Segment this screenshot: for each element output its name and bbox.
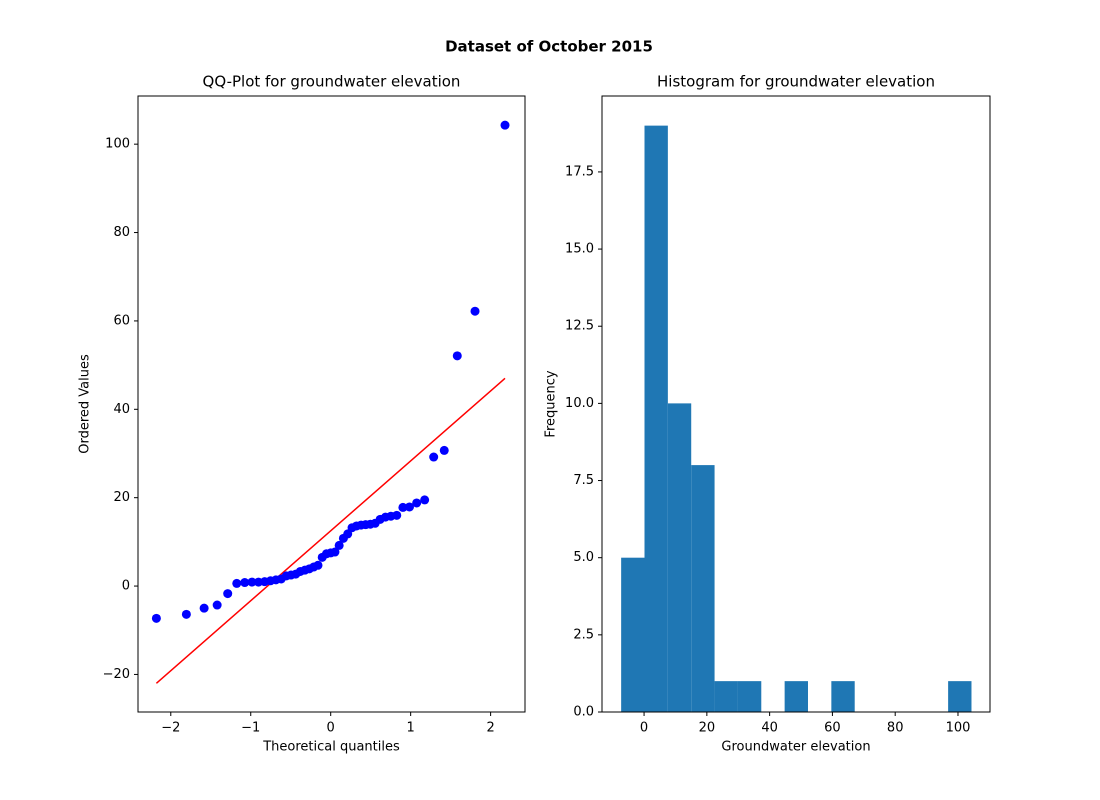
y-tick-label: 10.0 <box>565 396 594 411</box>
x-tick-label: 40 <box>761 721 778 736</box>
x-axis-label: Theoretical quantiles <box>262 740 400 755</box>
x-tick-label: 2 <box>486 721 494 736</box>
point <box>429 452 439 462</box>
axes-frame <box>137 95 526 713</box>
bar <box>621 557 645 712</box>
bar <box>831 681 855 712</box>
y-axis-label: Frequency <box>544 370 559 437</box>
x-tick-label: 20 <box>699 721 716 736</box>
fit-line <box>155 377 506 684</box>
point <box>420 495 430 505</box>
axes-frame <box>601 95 991 713</box>
y-tick-label: 15.0 <box>565 242 594 257</box>
y-tick-label: 20 <box>113 490 130 505</box>
y-tick-label: 60 <box>113 313 130 328</box>
point <box>232 578 242 588</box>
x-tick-label: 1 <box>407 721 415 736</box>
y-tick-label: 80 <box>113 225 130 240</box>
point <box>470 306 480 316</box>
point <box>151 613 161 623</box>
x-tick-label: 60 <box>824 721 841 736</box>
y-tick-label: 40 <box>113 402 130 417</box>
point <box>392 510 402 520</box>
y-tick-label: 7.5 <box>573 473 594 488</box>
point <box>223 589 233 599</box>
x-tick-label: 80 <box>887 721 904 736</box>
point <box>398 502 408 512</box>
point <box>452 351 462 361</box>
point <box>439 445 449 455</box>
y-tick-label: −20 <box>103 667 130 682</box>
point <box>404 502 414 512</box>
figure-title: Dataset of October 2015 <box>445 38 653 56</box>
point <box>313 560 323 570</box>
x-tick-label: 0 <box>640 721 648 736</box>
y-tick-label: 17.5 <box>565 164 594 179</box>
bar <box>667 403 692 712</box>
x-axis-label: Groundwater elevation <box>721 740 870 755</box>
axes-title: Histogram for groundwater elevation <box>657 73 935 91</box>
x-tick-label: 100 <box>946 721 971 736</box>
bar <box>737 681 762 712</box>
x-tick-label: 0 <box>327 721 335 736</box>
y-tick-label: 2.5 <box>573 627 594 642</box>
point <box>412 498 422 508</box>
bar <box>644 125 668 712</box>
y-tick-label: 12.5 <box>565 319 594 334</box>
y-axis-label: Ordered Values <box>78 354 93 454</box>
y-tick-label: 100 <box>105 137 130 152</box>
y-tick-label: 5.0 <box>573 550 594 565</box>
axes-title: QQ-Plot for groundwater elevation <box>203 73 461 91</box>
bar <box>784 681 808 712</box>
point <box>240 578 250 588</box>
bar <box>948 681 972 712</box>
y-tick-label: 0.0 <box>573 705 594 720</box>
x-tick-label: −1 <box>241 721 260 736</box>
point <box>212 600 222 610</box>
point <box>181 609 191 619</box>
x-tick-label: −2 <box>161 721 180 736</box>
bar <box>691 465 715 712</box>
point <box>500 120 510 130</box>
point <box>199 603 209 613</box>
point <box>247 577 257 587</box>
y-tick-label: 0 <box>122 579 130 594</box>
bar <box>714 681 738 712</box>
point <box>330 547 340 557</box>
point <box>334 540 344 550</box>
